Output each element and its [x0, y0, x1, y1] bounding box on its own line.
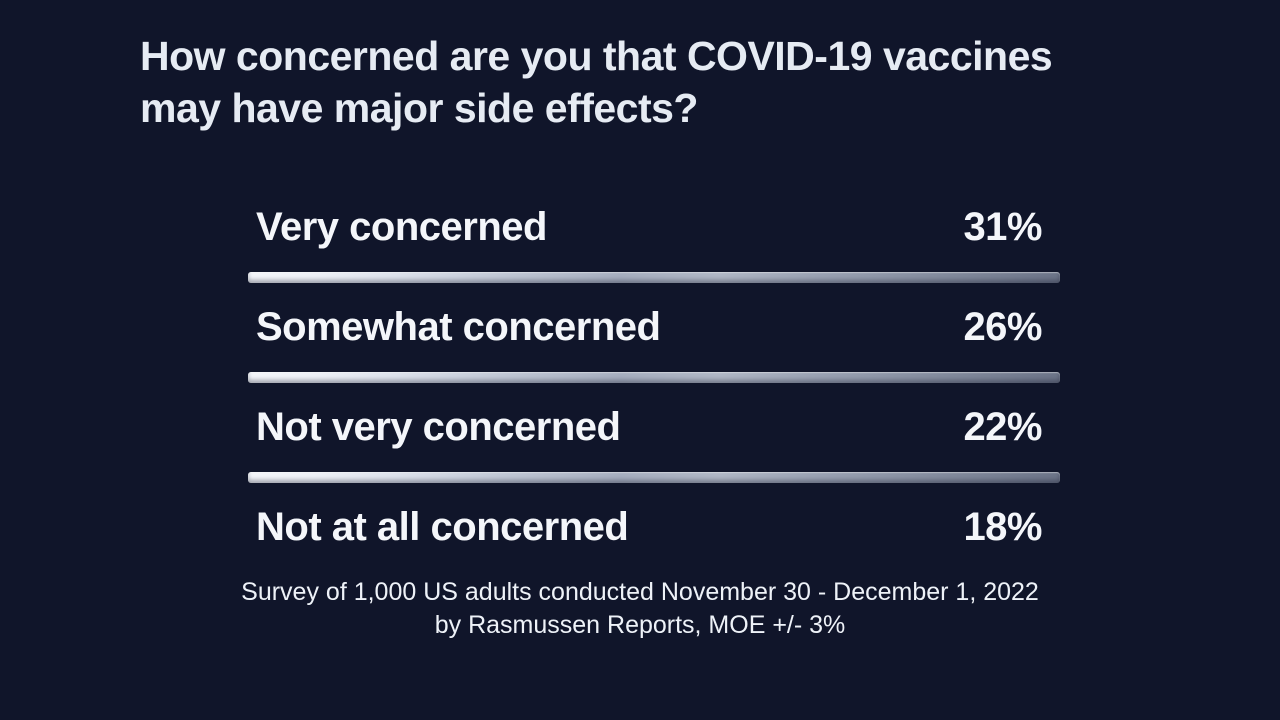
footnote-line-1: Survey of 1,000 US adults conducted Nove… [241, 578, 1039, 606]
page-title: How concerned are you that COVID-19 vacc… [140, 30, 1180, 134]
footnote-line-2: by Rasmussen Reports, MOE +/- 3% [434, 611, 846, 639]
title-line-1: How concerned are you that COVID-19 vacc… [140, 33, 1053, 79]
result-value: 31% [963, 205, 1042, 249]
divider-bar [248, 272, 1060, 283]
result-row: Not at all concerned 18% [248, 503, 1060, 552]
result-label: Very concerned [256, 205, 547, 249]
result-value: 26% [963, 305, 1042, 349]
title-line-2: may have major side effects? [140, 85, 698, 131]
divider-bar [248, 372, 1060, 383]
result-label: Somewhat concerned [256, 305, 661, 349]
survey-results-list: Very concerned 31% Somewhat concerned 26… [248, 203, 1060, 552]
result-label: Not very concerned [256, 405, 621, 449]
result-value: 18% [963, 505, 1042, 549]
result-row: Not very concerned 22% [248, 403, 1060, 452]
divider-bar [248, 472, 1060, 483]
source-footnote: Survey of 1,000 US adults conducted Nove… [0, 576, 1280, 642]
result-row: Very concerned 31% [248, 203, 1060, 252]
result-row: Somewhat concerned 26% [248, 303, 1060, 352]
result-value: 22% [963, 405, 1042, 449]
result-label: Not at all concerned [256, 505, 629, 549]
